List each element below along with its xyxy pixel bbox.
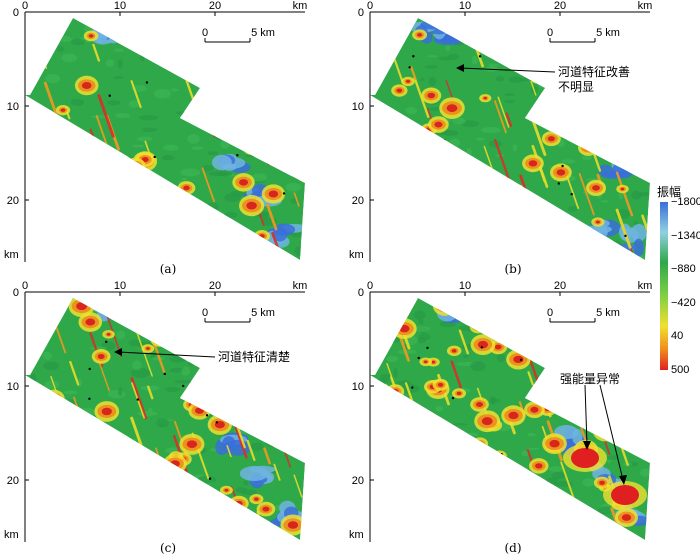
y-tick-label: 10 xyxy=(7,381,19,393)
x-tick-label: 0 xyxy=(367,0,373,12)
seismic-amplitude-map xyxy=(370,298,650,540)
scale-bar-start: 0 xyxy=(547,307,553,319)
colorbar-tick-label: −1800 xyxy=(671,196,700,208)
x-tick-label: 10 xyxy=(459,0,471,12)
panel-b: 0 10 20 km 0 10 20 km 0 5 km 河道特征改善 不明显 xyxy=(345,0,655,270)
y-tick-label: 20 xyxy=(7,195,19,207)
y-tick-label: 20 xyxy=(352,475,364,487)
seismic-amplitude-map xyxy=(370,18,650,260)
map-plot: 0 10 20 km 0 10 20 km 0 5 km xyxy=(4,0,308,262)
x-tick-label: 20 xyxy=(554,280,566,292)
annotation: 强能量异常 xyxy=(560,372,627,485)
x-tick-label: 0 xyxy=(367,280,373,292)
scale-bar-end: 5 km xyxy=(251,27,275,39)
seismic-amplitude-map xyxy=(25,298,305,540)
scale-bar-start: 0 xyxy=(202,307,208,319)
y-axis-unit: km xyxy=(4,529,19,541)
scale-bar: 0 5 km xyxy=(547,27,620,43)
scale-bar-start: 0 xyxy=(547,27,553,39)
scale-bar-start: 0 xyxy=(202,27,208,39)
x-axis-unit: km xyxy=(638,0,653,12)
colorbar-title: 振幅 xyxy=(657,185,682,199)
scale-bar-end: 5 km xyxy=(596,27,620,39)
x-axis-unit: km xyxy=(293,280,308,292)
y-axis-unit: km xyxy=(349,529,364,541)
colorbar xyxy=(660,202,668,370)
y-tick-label: 10 xyxy=(352,101,364,113)
x-tick-label: 0 xyxy=(22,0,28,12)
y-axis-unit: km xyxy=(4,249,19,261)
annotation: 河道特征清楚 xyxy=(114,348,290,364)
panel-c: 0 10 20 km 0 10 20 km 0 5 km 河道特征清楚 xyxy=(0,280,310,550)
annotation-text: 河道特征改善 xyxy=(558,64,630,79)
y-tick-label: 10 xyxy=(7,101,19,113)
x-tick-label: 20 xyxy=(554,0,566,12)
x-axis-unit: km xyxy=(638,280,653,292)
panel-caption-a: (a) xyxy=(159,262,177,276)
colorbar-tick-label: −420 xyxy=(671,296,696,309)
colorbar-tick-label: 40 xyxy=(671,330,684,343)
y-tick-label: 0 xyxy=(358,7,364,19)
y-tick-label: 0 xyxy=(13,287,19,299)
y-tick-label: 20 xyxy=(352,195,364,207)
annotation-text: 河道特征清楚 xyxy=(218,349,290,364)
x-tick-label: 20 xyxy=(209,280,221,292)
scale-bar-end: 5 km xyxy=(596,307,620,319)
x-tick-label: 0 xyxy=(22,280,28,292)
x-tick-label: 10 xyxy=(114,280,126,292)
x-tick-label: 10 xyxy=(459,280,471,292)
annotation-text: 不明显 xyxy=(558,80,594,94)
y-tick-label: 0 xyxy=(13,7,19,19)
colorbar-tick-label: −880 xyxy=(671,263,696,276)
scale-bar: 0 5 km xyxy=(202,307,275,323)
y-tick-label: 20 xyxy=(7,475,19,487)
scale-bar-end: 5 km xyxy=(251,307,275,319)
panel-d: 0 10 20 km 0 10 20 km 0 5 km 强能量异常 xyxy=(345,280,655,550)
map-plot: 0 10 20 km 0 10 20 km 0 5 km 强能量异常 xyxy=(349,280,653,542)
x-tick-label: 10 xyxy=(114,0,126,12)
map-plot: 0 10 20 km 0 10 20 km 0 5 km 河道特征清楚 xyxy=(4,280,308,542)
panel-caption-d: (d) xyxy=(504,541,522,555)
y-axis-unit: km xyxy=(349,249,364,261)
colorbar-gradient xyxy=(660,202,668,370)
panel-a: 0 10 20 km 0 10 20 km 0 5 km xyxy=(0,0,310,270)
y-tick-label: 10 xyxy=(352,381,364,393)
scale-bar: 0 5 km xyxy=(547,307,620,323)
scale-bar: 0 5 km xyxy=(202,27,275,43)
colorbar-tick-label: 500 xyxy=(671,364,690,376)
y-tick-label: 0 xyxy=(358,287,364,299)
seismic-amplitude-map xyxy=(25,18,305,260)
x-axis-unit: km xyxy=(293,0,308,12)
panel-caption-b: (b) xyxy=(504,262,522,276)
colorbar-tick-label: −1340 xyxy=(671,229,700,242)
annotation-text: 强能量异常 xyxy=(560,372,620,386)
x-tick-label: 20 xyxy=(209,0,221,12)
panel-caption-c: (c) xyxy=(159,541,177,555)
